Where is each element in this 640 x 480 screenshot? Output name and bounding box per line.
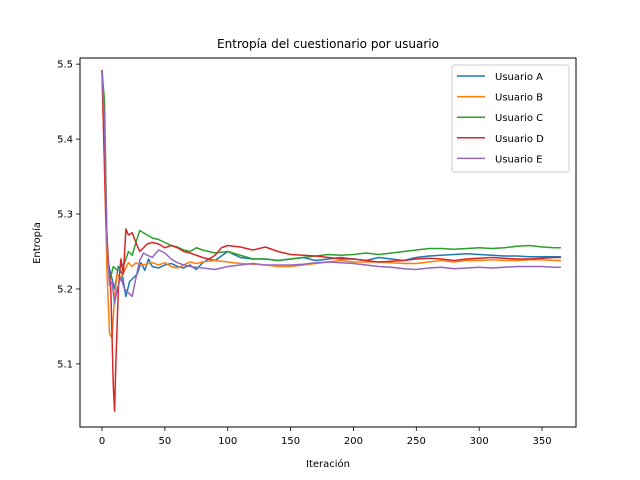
series-line-3 [101, 70, 561, 283]
x-tick-label: 150 [281, 436, 300, 447]
y-tick-label: 5.1 [57, 359, 73, 370]
x-tick-label: 200 [344, 436, 363, 447]
legend-label-3: Usuario C [495, 113, 543, 124]
x-tick-label: 350 [533, 436, 552, 447]
series-line-5 [101, 70, 561, 305]
x-tick-label: 250 [407, 436, 426, 447]
legend-box [451, 64, 570, 173]
legend: Usuario A Usuario B Usuario C Usuario D Usua… [451, 64, 570, 173]
legend-label-2: Usuario B [495, 93, 543, 104]
series-line-4 [101, 70, 561, 412]
legend-label-5: Usuario E [495, 154, 543, 165]
y-tick-label: 5.4 [57, 135, 73, 146]
x-tick-label: 300 [470, 436, 489, 447]
chart-title: Entropía del cuestionario por usuario [217, 37, 439, 51]
legend-label-1: Usuario A [495, 72, 543, 83]
y-tick-label: 5.2 [57, 284, 73, 295]
series-line-1 [101, 70, 561, 298]
y-axis-ticks: 5.1 5.2 5.3 5.4 5.5 [57, 60, 80, 370]
plot-frame [79, 57, 577, 428]
x-tick-label: 50 [158, 436, 171, 447]
x-tick-label: 0 [99, 436, 105, 447]
legend-label-4: Usuario D [495, 134, 544, 145]
x-axis-label: Iteración [306, 458, 350, 470]
series-layer [101, 70, 561, 412]
y-tick-label: 5.5 [57, 60, 73, 71]
x-tick-label: 100 [218, 436, 237, 447]
x-axis-ticks: 0 50 100 150 200 250 300 350 [99, 427, 552, 447]
y-tick-label: 5.3 [57, 210, 73, 221]
y-axis-label: Entropía [31, 222, 43, 264]
